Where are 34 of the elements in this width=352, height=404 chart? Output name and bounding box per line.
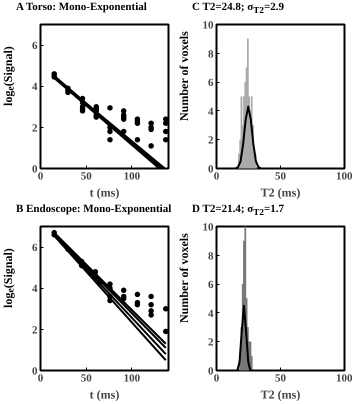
x-axis-title: T2 (ms)	[260, 186, 300, 200]
x-tick-label: 100	[336, 170, 352, 182]
y-tick-label: 4	[208, 308, 214, 320]
y-axis-title: Number of voxels	[176, 232, 192, 325]
y-tick-label: 2	[32, 324, 38, 336]
x-tick-label: 50	[275, 372, 286, 384]
y-tick-label: 6	[32, 40, 38, 52]
y-tick-label: 6	[32, 242, 38, 254]
y-tick-label: 6	[208, 279, 214, 292]
y-tick-label: 4	[208, 106, 214, 118]
x-tick-label: 50	[80, 372, 92, 384]
x-axis-title: T2 (ms)	[260, 388, 300, 402]
y-tick-label: 2	[32, 122, 38, 134]
x-axis-title: t (ms)	[90, 186, 120, 200]
x-tick-label: 100	[336, 372, 352, 384]
chart-title: B Endoscope: Mono-Exponential	[16, 202, 172, 216]
y-tick-label: 10	[202, 20, 214, 32]
y-tick-label: 8	[208, 48, 214, 60]
x-axis-title: t (ms)	[90, 388, 120, 402]
y-tick-label: 10	[202, 222, 214, 234]
x-tick-label: 50	[80, 170, 92, 182]
x-tick-label: 100	[124, 170, 141, 182]
chart-title: C T2=24.8; σ$_{T2}$=2.9	[192, 0, 284, 18]
chart-title: D T2=21.4; σ$_{T2}$=1.7	[192, 202, 284, 220]
y-tick-label: 8	[208, 250, 214, 262]
x-tick-label: 100	[124, 372, 141, 384]
y-tick-label: 6	[208, 77, 214, 90]
y-axis-title: Number of voxels	[176, 30, 192, 123]
y-tick-label: 2	[208, 134, 214, 147]
y-tick-label: 4	[32, 81, 38, 94]
y-tick-label: 2	[208, 336, 214, 349]
y-tick-label: 4	[32, 283, 38, 296]
x-tick-label: 50	[275, 170, 286, 182]
chart-title: A Torso: Mono-Exponential	[16, 0, 147, 14]
